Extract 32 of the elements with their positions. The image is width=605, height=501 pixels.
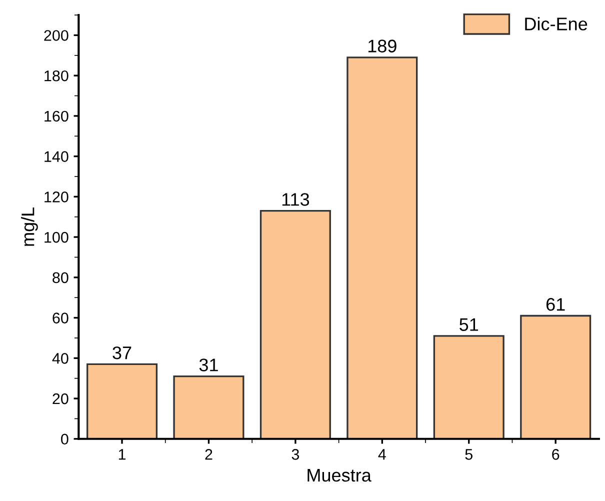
bar xyxy=(173,375,244,439)
bar xyxy=(86,363,158,439)
data-label: 31 xyxy=(199,358,218,372)
x-tick-label: 4 xyxy=(378,449,386,460)
bar xyxy=(433,335,504,439)
x-tick-label: 2 xyxy=(205,449,212,460)
x-tick-label: 6 xyxy=(552,449,560,460)
bar xyxy=(520,314,592,439)
data-label: 189 xyxy=(368,40,396,52)
y-tick-label: 80 xyxy=(52,272,68,284)
y-tick-label: 40 xyxy=(52,353,68,364)
y-tick-label: 200 xyxy=(44,30,68,41)
x-axis-title: Muestra xyxy=(308,469,372,482)
legend-label: Dic-Ene xyxy=(525,17,588,30)
y-tick-label: 140 xyxy=(44,151,68,162)
y-tick-label: 100 xyxy=(44,232,68,243)
y-tick-label: 120 xyxy=(44,192,68,202)
y-tick-label: 20 xyxy=(52,393,68,404)
bar xyxy=(260,210,331,439)
y-tick-label: 180 xyxy=(44,70,68,82)
x-tick-label: 5 xyxy=(465,449,472,460)
y-tick-label: 160 xyxy=(44,110,68,122)
y-tick-label: 60 xyxy=(52,312,68,324)
data-label: 61 xyxy=(546,298,565,311)
x-tick-label: 1 xyxy=(118,449,126,460)
y-tick-label: 0 xyxy=(61,434,68,445)
y-axis-title: mg/L xyxy=(21,207,38,246)
data-label: 37 xyxy=(112,346,132,360)
data-label: 51 xyxy=(460,318,478,331)
bar xyxy=(346,56,418,439)
x-tick-label: 3 xyxy=(292,449,300,460)
data-label: 113 xyxy=(282,193,310,206)
